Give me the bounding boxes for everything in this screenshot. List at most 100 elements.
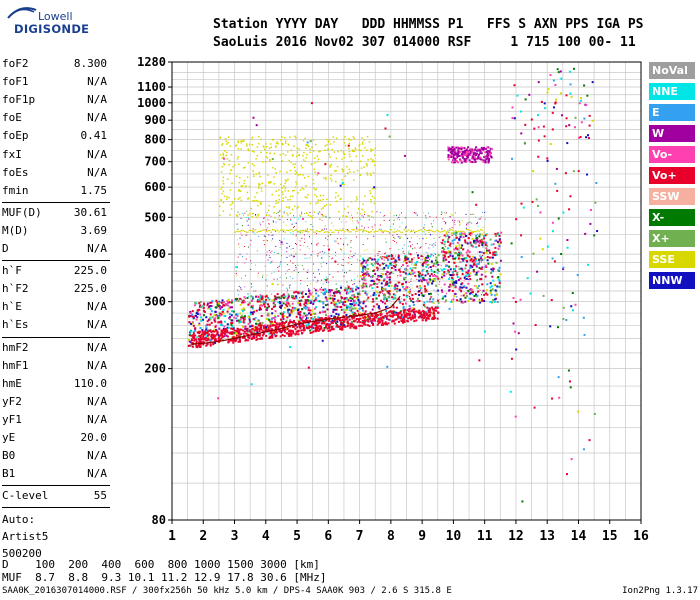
echo-dot xyxy=(446,240,448,242)
echo-dot xyxy=(386,275,388,277)
echo-dot xyxy=(344,289,347,292)
echo-dot xyxy=(498,239,501,242)
echo-dot xyxy=(310,163,313,165)
echo-dot xyxy=(448,277,451,280)
echo-dot xyxy=(477,262,480,265)
echo-dot xyxy=(366,259,369,262)
echo-dot xyxy=(223,330,226,333)
echo-dot xyxy=(219,205,221,208)
echo-dot xyxy=(393,322,396,325)
echo-dot xyxy=(307,295,310,298)
echo-dot xyxy=(403,277,406,280)
echo-dot xyxy=(462,248,465,251)
echo-dot xyxy=(480,259,483,262)
echo-dot xyxy=(420,274,422,276)
echo-dot xyxy=(424,294,426,296)
echo-dot xyxy=(484,243,487,246)
echo-dot xyxy=(336,320,339,323)
echo-dot xyxy=(383,256,386,259)
echo-dot xyxy=(317,160,319,163)
echo-dot xyxy=(199,304,202,307)
echo-dot xyxy=(240,185,243,187)
echo-dot xyxy=(411,263,413,265)
param-value: 3.69 xyxy=(80,223,108,237)
echo-dot xyxy=(537,155,540,158)
echo-dot xyxy=(379,212,381,214)
echo-dot xyxy=(425,230,427,232)
echo-dot xyxy=(249,313,252,316)
echo-dot xyxy=(308,312,311,315)
echo-dot xyxy=(366,298,369,301)
echo-dot xyxy=(438,283,440,285)
echo-dot xyxy=(275,142,278,145)
echo-dot xyxy=(481,299,484,302)
echo-dot xyxy=(269,328,272,331)
echo-dot xyxy=(409,272,412,275)
echo-dot xyxy=(401,222,403,224)
echo-dot xyxy=(421,276,423,278)
echo-dot xyxy=(279,335,282,338)
echo-dot xyxy=(491,301,494,304)
echo-dot xyxy=(262,299,265,302)
echo-dot xyxy=(566,142,569,145)
echo-dot xyxy=(231,182,233,185)
echo-dot xyxy=(477,237,479,239)
echo-dot xyxy=(324,301,326,303)
echo-dot xyxy=(369,257,371,259)
echo-dot xyxy=(247,231,249,233)
echo-dot xyxy=(260,138,262,141)
echo-dot xyxy=(429,244,431,246)
echo-dot xyxy=(393,310,396,313)
echo-dot xyxy=(202,305,205,308)
echo-dot xyxy=(458,150,461,153)
echo-dot xyxy=(216,306,219,309)
echo-dot xyxy=(335,251,337,253)
echo-dot xyxy=(382,316,385,319)
param-value: 110.0 xyxy=(73,376,107,390)
echo-dot xyxy=(466,242,469,245)
echo-dot xyxy=(247,322,250,325)
echo-dot xyxy=(192,334,195,337)
echo-dot xyxy=(314,162,316,164)
echo-dot xyxy=(201,330,204,333)
echo-dot xyxy=(497,269,500,272)
echo-dot xyxy=(392,312,395,315)
echo-dot xyxy=(409,260,412,263)
echo-dot xyxy=(292,195,294,198)
y-tick-label: 700 xyxy=(144,155,166,169)
echo-dot xyxy=(258,135,260,138)
echo-dot xyxy=(552,79,555,82)
echo-dot xyxy=(224,138,227,140)
echo-dot xyxy=(456,161,459,164)
echo-dot xyxy=(488,256,491,259)
echo-dot xyxy=(264,229,266,231)
echo-dot xyxy=(428,313,431,316)
x-tick-label: 1 xyxy=(168,529,176,544)
echo-dot xyxy=(298,230,301,232)
echo-dot xyxy=(569,386,572,389)
echo-dot xyxy=(253,230,255,232)
echo-dot xyxy=(269,323,272,326)
echo-dot xyxy=(257,300,260,303)
echo-dot xyxy=(402,311,405,314)
echo-dot xyxy=(483,237,486,240)
echo-dot xyxy=(322,306,325,309)
echo-dot xyxy=(376,268,379,271)
echo-dot xyxy=(189,315,192,318)
echo-dot xyxy=(414,263,417,266)
echo-dot xyxy=(369,311,372,314)
echo-dot xyxy=(417,310,420,313)
echo-dot xyxy=(321,320,324,323)
echo-dot xyxy=(493,283,496,286)
echo-dot xyxy=(455,236,458,239)
echo-dot xyxy=(238,290,240,292)
echo-dot xyxy=(429,278,432,281)
echo-dot xyxy=(582,448,585,451)
echo-dot xyxy=(425,289,428,292)
echo-dot xyxy=(460,147,463,150)
echo-dot xyxy=(546,91,549,94)
echo-dot xyxy=(477,155,480,158)
echo-dot xyxy=(239,333,242,336)
echo-dot xyxy=(263,303,266,306)
echo-dot xyxy=(356,217,358,219)
